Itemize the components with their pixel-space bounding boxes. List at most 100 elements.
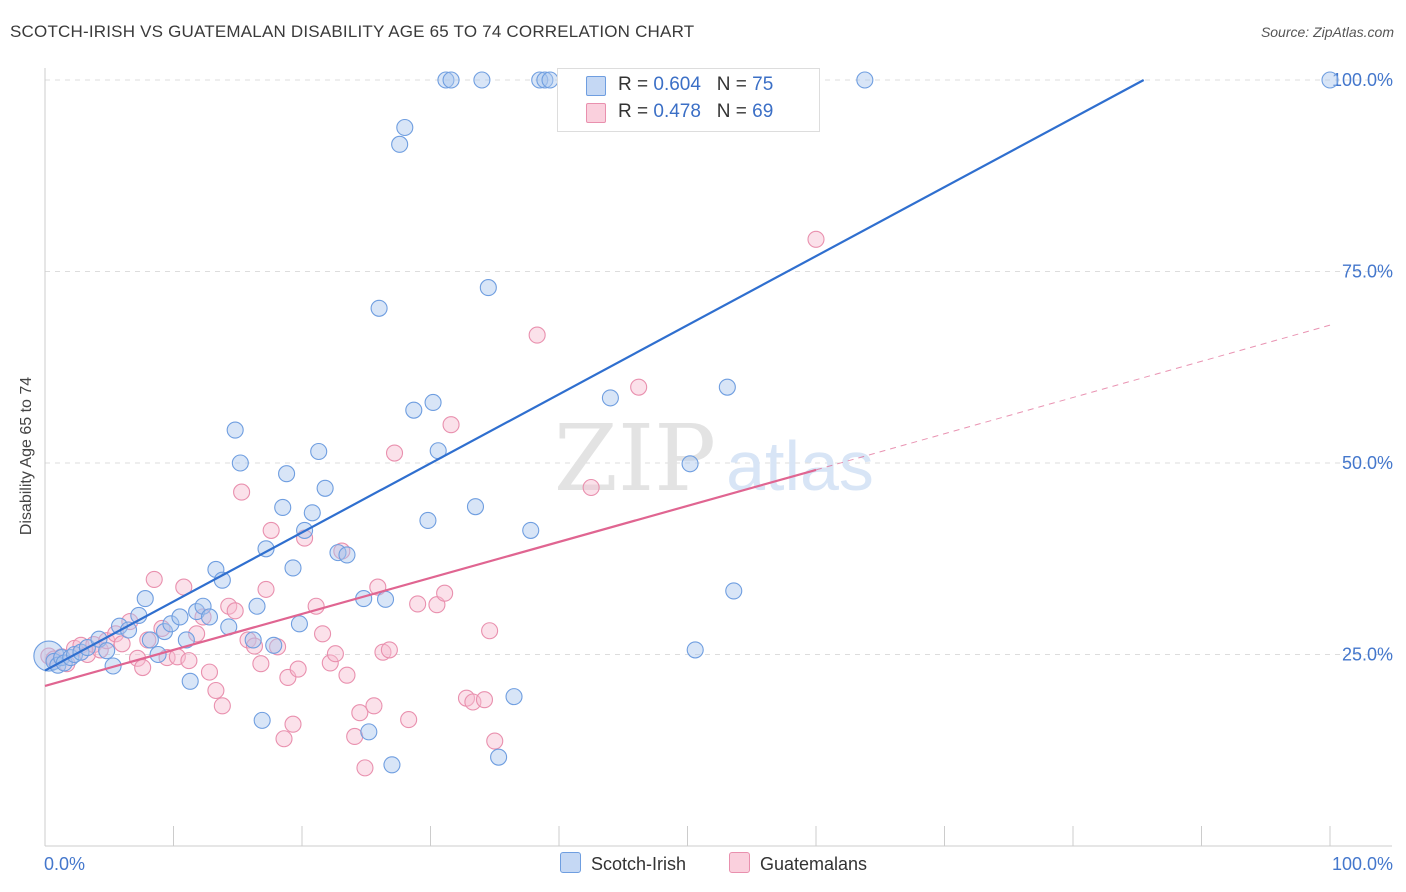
scotch-irish-trend-line [44, 79, 1145, 672]
bottom-legend-scotch-irish: Scotch-Irish [560, 852, 686, 875]
guatemalans-point [252, 655, 270, 673]
source-note: Source: ZipAtlas.com [1260, 24, 1394, 40]
tick-labels: 25.0% 50.0% 75.0% 100.0% 0.0% 100.0% [44, 70, 1393, 874]
scotch-irish-point [316, 479, 334, 497]
guatemalans-point [374, 643, 392, 661]
scotch-irish-point [181, 672, 199, 690]
guatemalans-point [481, 622, 499, 640]
guatemalans-point [262, 521, 280, 539]
scotch-irish-point [162, 615, 180, 633]
scotch-irish-point [505, 688, 523, 706]
scotch-irish-point [536, 71, 554, 89]
scotch-irish-swatch [560, 852, 581, 873]
guatemalans-point [134, 658, 152, 677]
scotch-irish-point [437, 71, 455, 89]
guatemalans-point [257, 580, 275, 598]
guatemalans-point [356, 759, 374, 777]
r-value: 0.604 [653, 74, 701, 95]
guatemalans-point [275, 730, 293, 748]
guatemalans-trend-extension [815, 324, 1331, 471]
guatemalans-point [153, 619, 171, 638]
y-tick-label: 100.0% [1332, 70, 1393, 90]
guatemalans-point [436, 584, 454, 602]
watermark-zip: ZIP [554, 405, 716, 512]
y-tick-label: 50.0% [1342, 453, 1393, 473]
guatemalans-point [385, 444, 404, 462]
scotch-irish-point [1321, 71, 1339, 89]
scotch-irish-point [171, 608, 189, 626]
scotch-irish-point [718, 378, 736, 396]
scotch-irish-point [303, 504, 321, 522]
scotch-irish-point [177, 631, 195, 649]
scotch-irish-point [136, 590, 154, 608]
guatemalans-point [380, 641, 398, 659]
guatemalans-point [321, 654, 339, 672]
scotch-irish-point [284, 559, 302, 577]
y-tick-label: 75.0% [1342, 262, 1393, 282]
guatemalans-point [409, 595, 427, 613]
guatemalans-point [351, 704, 369, 722]
guatemalans-point [486, 732, 504, 750]
scotch-irish-point [424, 393, 442, 412]
scotch-irish-point [265, 636, 283, 654]
guatemalans-trend-line [44, 468, 817, 687]
guatemalans-point [188, 625, 206, 643]
scotch-irish-point [725, 582, 743, 600]
guatemalans-swatch [729, 852, 750, 873]
scotch-irish-point [338, 546, 356, 564]
guatemalans-point [442, 416, 460, 434]
scotch-irish-point [290, 615, 308, 633]
scotch-irish-point [531, 71, 549, 89]
scotch-irish-point [200, 608, 219, 626]
scotch-irish-point [490, 748, 508, 766]
scotch-irish-point [391, 135, 409, 153]
guatemalans-point [289, 660, 307, 678]
scotch-irish-label: Scotch-Irish [591, 854, 687, 874]
guatemalans-point [40, 647, 58, 665]
scotch-irish-point [274, 498, 292, 516]
scotch-irish-point [278, 465, 296, 483]
guatemalans-point [630, 378, 648, 396]
bottom-legend-guatemalans: Guatemalans [729, 852, 867, 875]
guatemalans-point [207, 681, 225, 700]
guatemalans-point [326, 645, 344, 663]
legend-text-guatemalans: R = 0.478 N = 69 [618, 101, 773, 123]
guatemalans-point [338, 666, 356, 684]
stats-legend: R = 0.604 N = 75 R = 0.478 N = 69 [557, 68, 820, 132]
guatemalans-point [200, 663, 219, 681]
scotch-irish-point [856, 71, 874, 89]
watermark-atlas: atlas [726, 427, 874, 505]
scotch-irish-point [231, 454, 249, 472]
guatemalans-point [365, 697, 383, 715]
scotch-irish-point [376, 590, 395, 608]
scotch-irish-point [253, 711, 271, 729]
scotch-irish-point [383, 756, 401, 774]
scotch-irish-point [98, 642, 116, 660]
guatemalans-point [314, 625, 332, 643]
n-value: 69 [752, 101, 774, 122]
scotch-irish-point [194, 597, 212, 615]
guatemalans-point [528, 326, 546, 344]
guatemalans-point [113, 635, 131, 653]
trend-lines [44, 79, 1331, 687]
scotch-irish-point [473, 71, 491, 89]
guatemalans-point [233, 483, 251, 501]
scotch-irish-point [370, 299, 388, 317]
scotch-irish-point [244, 631, 262, 649]
guatemalans-label: Guatemalans [760, 854, 868, 874]
guatemalans-point [400, 711, 418, 729]
legend-text-scotch-irish: R = 0.604 N = 75 [618, 74, 773, 96]
guatemalans-point [245, 637, 264, 655]
scotch-irish-point [226, 421, 244, 439]
scotch-irish-point [310, 442, 328, 461]
r-label: R = [618, 74, 654, 95]
y-tick-label: 25.0% [1342, 645, 1393, 665]
n-value: 75 [752, 74, 774, 95]
scotch-irish-point [396, 118, 414, 137]
guatemalans-swatch [586, 103, 606, 123]
scotch-irish-point [522, 521, 540, 539]
r-label: R = [618, 101, 654, 122]
r-value: 0.478 [653, 101, 701, 122]
scotch-irish-swatch [586, 76, 606, 96]
